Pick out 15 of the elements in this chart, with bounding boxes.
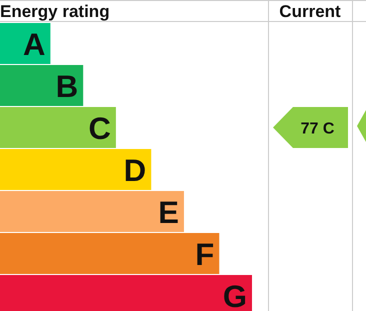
text: 77 C [300, 120, 335, 138]
bar [0, 23, 50, 64]
bar [0, 191, 184, 232]
y-tick-label: F [195, 237, 214, 272]
y-tick-label: C [88, 111, 111, 146]
y-tick-label: D [124, 153, 146, 188]
y-tick-label: G [222, 279, 247, 311]
bar [0, 149, 152, 190]
y-tick-label: A [23, 27, 46, 62]
y-tick-label: E [158, 195, 179, 230]
text: Current [279, 2, 342, 21]
bar [0, 107, 116, 148]
bar [0, 65, 84, 106]
chart-title: Energy rating [0, 2, 110, 21]
y-tick-label: B [56, 69, 78, 104]
